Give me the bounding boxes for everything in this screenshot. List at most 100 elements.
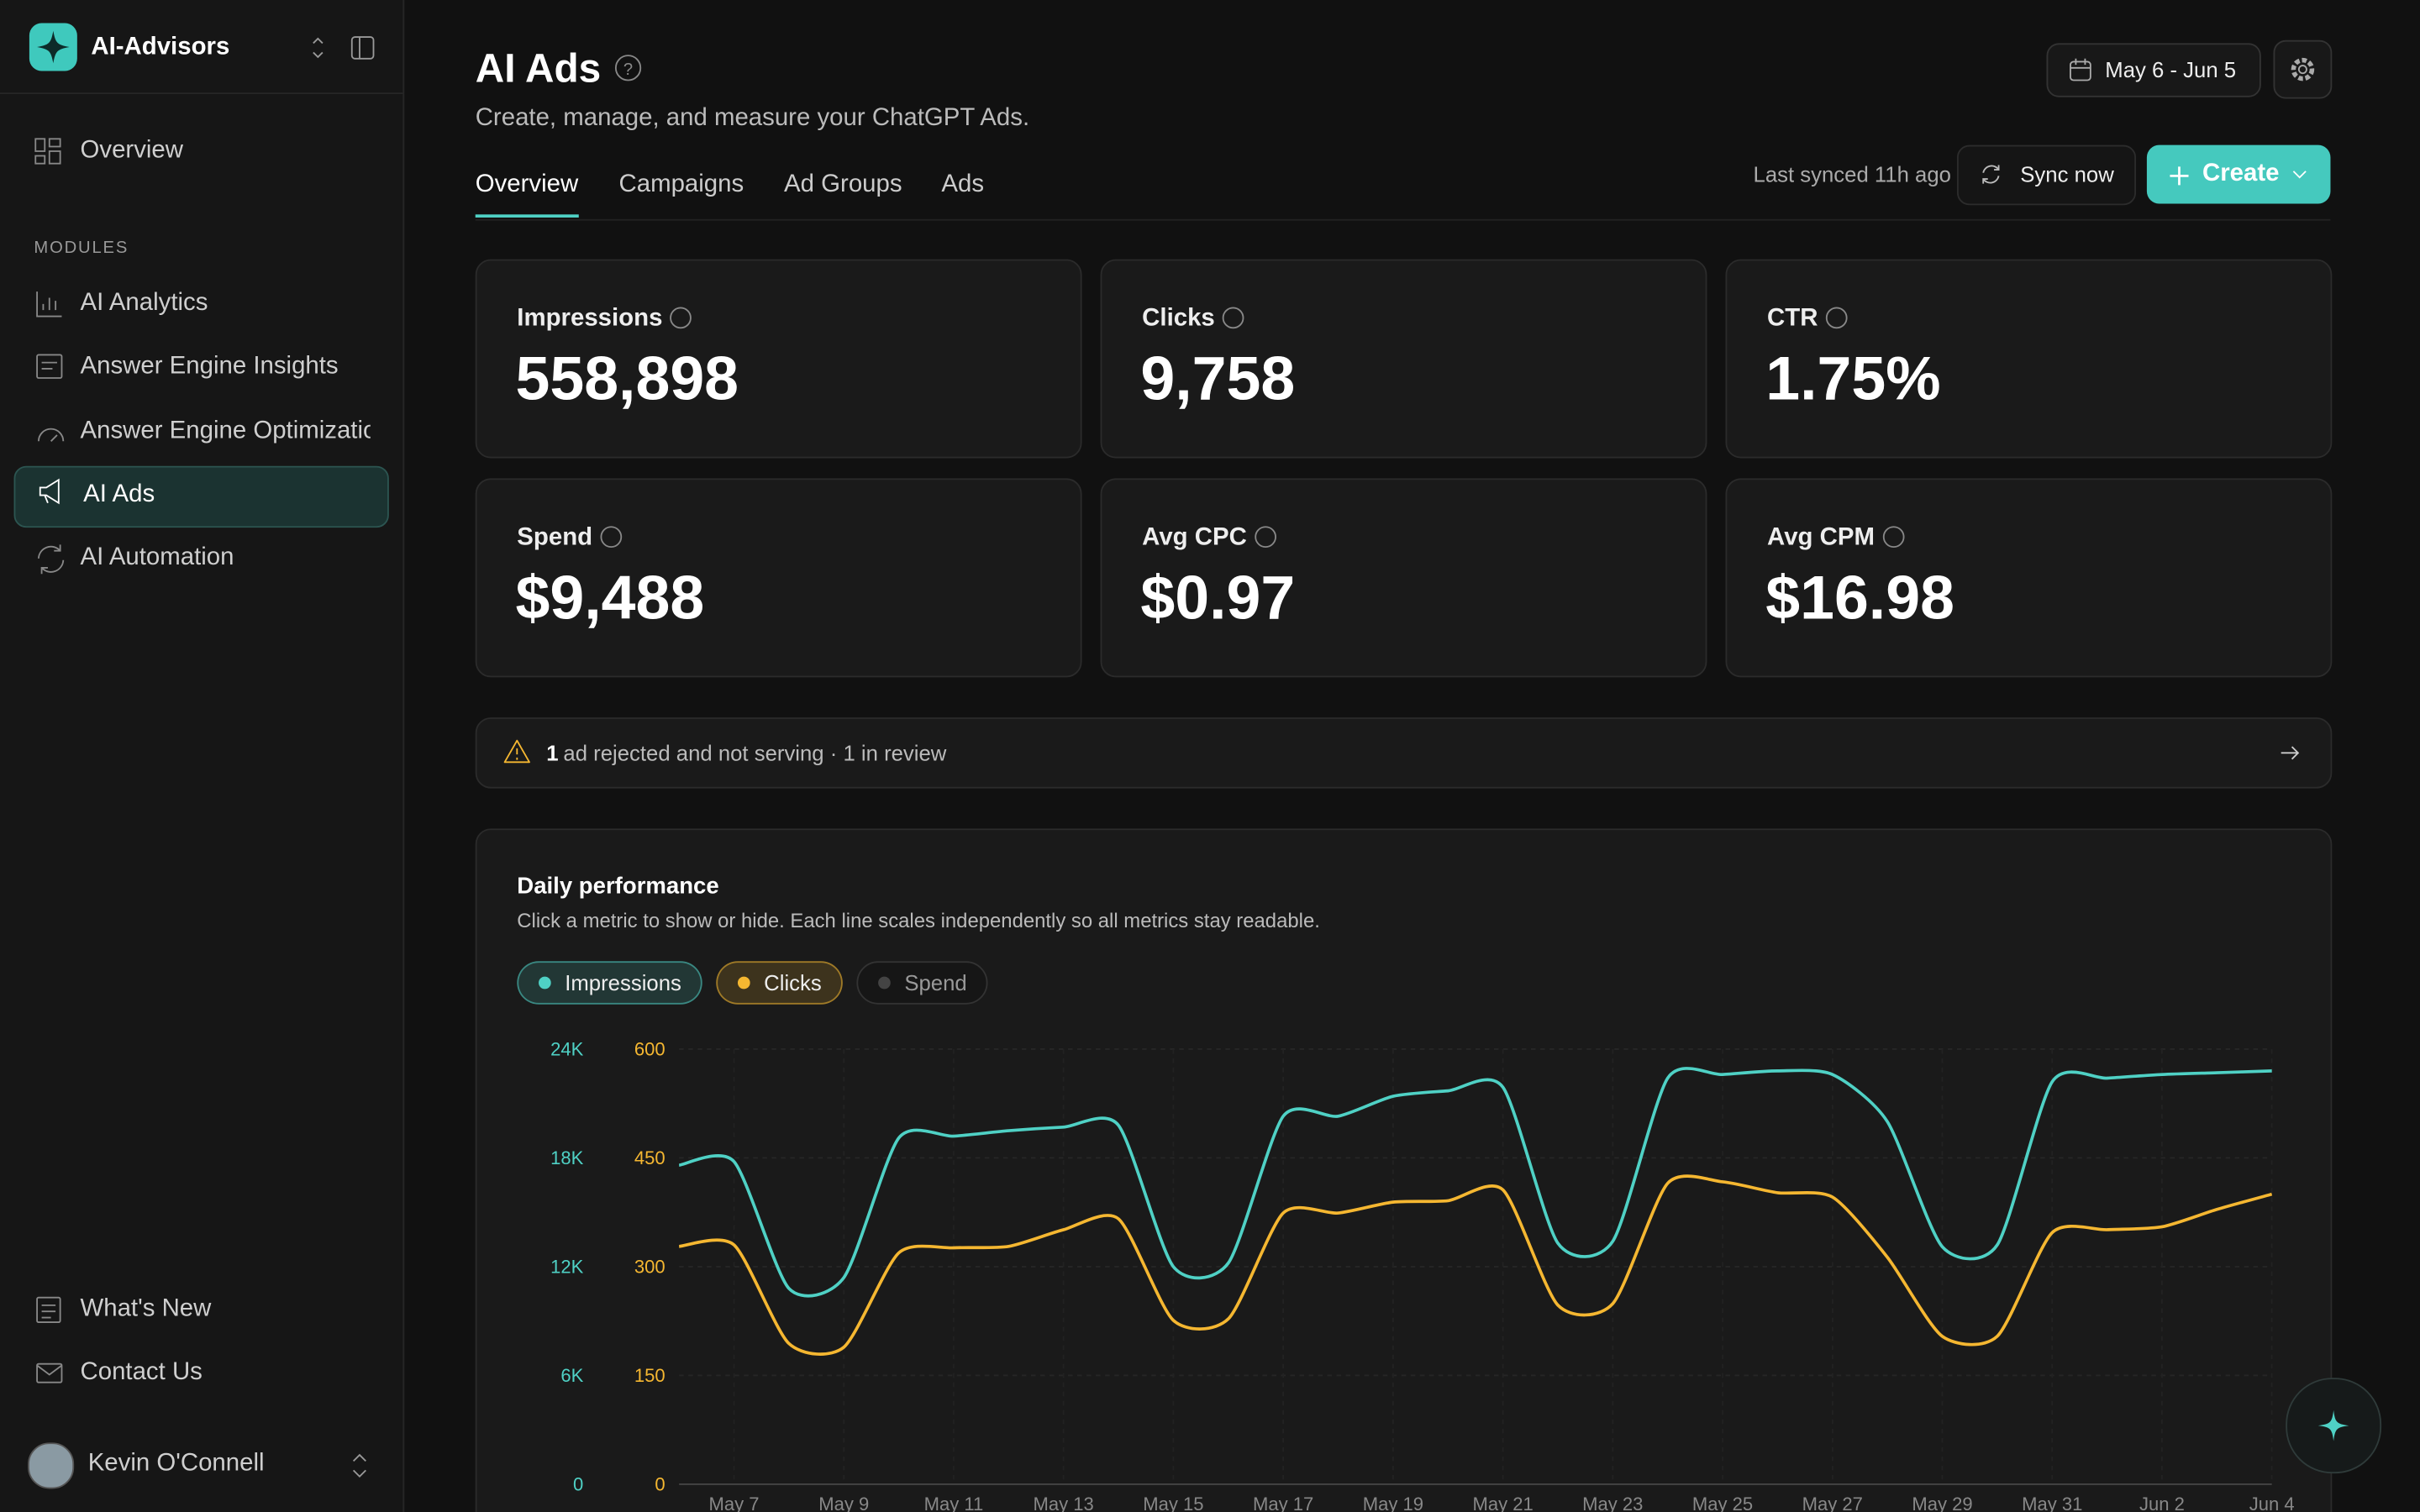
warning-icon — [503, 739, 530, 764]
svg-text:?: ? — [623, 60, 633, 79]
date-picker[interactable] — [2046, 43, 2261, 97]
nav-item-active[interactable]: AI Ads — [83, 481, 155, 508]
footer-icons — [36, 1296, 63, 1383]
y-tick-label: 6K — [560, 1365, 583, 1386]
alert-count: 1 — [546, 740, 559, 766]
tab-active[interactable]: Overview — [475, 171, 579, 198]
x-tick-label: May 29 — [1912, 1494, 1972, 1512]
x-tick-label: May 15 — [1143, 1494, 1203, 1512]
sync-icon — [1982, 165, 2000, 184]
chart-title: Daily performance — [517, 873, 719, 900]
metric-value: $16.98 — [1765, 564, 1954, 633]
x-tick-label: May 25 — [1692, 1494, 1753, 1512]
avatar — [28, 1442, 75, 1489]
x-tick-label: May 21 — [1472, 1494, 1533, 1512]
nav-item[interactable]: Answer Engine Optimization — [80, 417, 371, 444]
sync-label[interactable]: Sync now — [2020, 161, 2114, 187]
metric-card — [475, 478, 1082, 678]
x-tick-label: May 17 — [1253, 1494, 1313, 1512]
active-highlight — [13, 465, 389, 528]
legend-toggle[interactable]: Clicks — [716, 961, 844, 1005]
x-tick-label: May 9 — [818, 1494, 869, 1512]
legend-dot — [737, 976, 750, 990]
chevron — [2292, 171, 2307, 179]
metric-label: Avg CPM — [1767, 524, 1875, 551]
nav-icon — [34, 138, 61, 165]
metric-card — [1725, 259, 2333, 459]
metric-card — [1100, 478, 1707, 678]
metric-value: 9,758 — [1140, 345, 1296, 414]
info-icon — [600, 526, 623, 549]
alert-banner[interactable] — [475, 717, 2333, 789]
tab[interactable]: Ad Groups — [784, 171, 902, 198]
x-tick-label: May 19 — [1363, 1494, 1423, 1512]
y2-tick-label: 0 — [655, 1473, 665, 1494]
user-name[interactable]: Kevin O'Connell — [87, 1450, 265, 1477]
y-tick-label: 24K — [550, 1038, 584, 1059]
chart-subtitle: Click a metric to show or hide. Each lin… — [517, 908, 1320, 932]
metric-label: Avg CPC — [1142, 524, 1247, 551]
metric-value: $9,488 — [515, 564, 705, 633]
metric-value: 1.75% — [1765, 345, 1941, 414]
y2-tick-label: 450 — [634, 1147, 666, 1168]
metric-label: CTR — [1767, 305, 1818, 332]
info-icon — [1222, 307, 1244, 329]
brand-controls[interactable] — [308, 34, 386, 61]
sync-button[interactable] — [1956, 144, 2137, 206]
section-label: MODULES — [34, 239, 129, 258]
tab[interactable]: Ads — [941, 171, 985, 198]
metric-value: 558,898 — [515, 345, 739, 414]
x-tick-label: Jun 2 — [2139, 1494, 2185, 1512]
brand-name[interactable]: AI-Advisors — [91, 34, 230, 60]
create-button[interactable] — [2146, 144, 2331, 204]
last-synced: Last synced 11h ago — [1753, 161, 1951, 187]
x-tick-label: May 23 — [1582, 1494, 1643, 1512]
alert-text: ad rejected and not serving · 1 in revie… — [563, 740, 947, 766]
series-line — [678, 1174, 2273, 1356]
metric-value: $0.97 — [1140, 564, 1296, 633]
user-menu-icon[interactable] — [350, 1452, 369, 1479]
info-icon — [1255, 526, 1276, 549]
tab[interactable]: Campaigns — [618, 171, 744, 198]
assistant-button[interactable] — [2286, 1378, 2382, 1474]
nav-item[interactable]: Contact Us — [80, 1359, 203, 1386]
y-tick-label: 0 — [573, 1473, 583, 1494]
legend-dot — [878, 976, 891, 990]
series-line — [678, 1067, 2272, 1298]
nav-item[interactable]: Overview — [80, 137, 183, 164]
metric-card — [1100, 259, 1707, 459]
nav-item[interactable]: AI Automation — [80, 544, 234, 571]
metric-label: Clicks — [1142, 305, 1215, 332]
x-tick-label: Jun 4 — [2249, 1494, 2295, 1512]
info-icon — [670, 307, 692, 329]
nav-item[interactable]: Answer Engine Insights — [80, 353, 339, 380]
y2-tick-label: 150 — [634, 1365, 666, 1386]
y2-tick-label: 600 — [634, 1038, 666, 1059]
legend-dot — [539, 976, 551, 990]
tab-underline — [475, 214, 579, 218]
page-title: AI Ads — [475, 45, 602, 92]
nav-item[interactable]: AI Analytics — [80, 290, 208, 317]
help-icon[interactable]: ? — [613, 52, 644, 83]
info-icon — [1882, 526, 1905, 549]
arrow-icon[interactable] — [2278, 741, 2302, 765]
page-subtitle: Create, manage, and measure your ChatGPT… — [475, 104, 1030, 132]
metric-label: Impressions — [517, 305, 663, 332]
create-label[interactable]: Create — [2202, 160, 2280, 187]
date-range[interactable]: May 6 - Jun 5 — [2105, 56, 2237, 82]
settings-button[interactable] — [2273, 39, 2333, 99]
sidebar: AI-Advisors Overview MODULES AI Analytic… — [0, 0, 405, 1512]
metric-label: Spend — [517, 524, 593, 551]
y2-tick-label: 300 — [634, 1256, 666, 1277]
y-tick-label: 12K — [550, 1256, 584, 1277]
x-tick-label: May 13 — [1034, 1494, 1094, 1512]
nav-item[interactable]: What's New — [80, 1295, 212, 1323]
x-tick-label: May 27 — [1802, 1494, 1863, 1512]
legend-toggle[interactable]: Impressions — [517, 961, 703, 1005]
metric-card — [1725, 478, 2333, 678]
x-tick-label: May 7 — [709, 1494, 760, 1512]
legend-toggle[interactable]: Spend — [856, 961, 989, 1005]
